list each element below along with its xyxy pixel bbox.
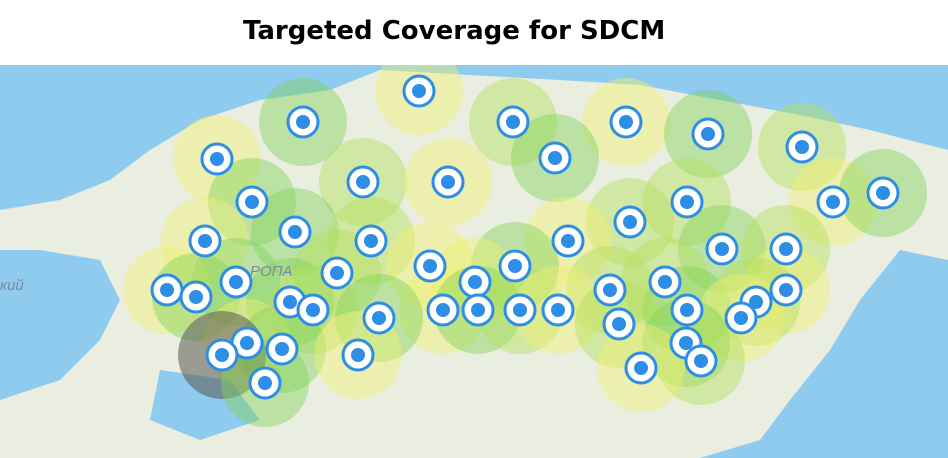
station-dot	[612, 317, 626, 331]
station-dot	[189, 290, 203, 304]
station-dot	[658, 275, 672, 289]
station-dot	[471, 303, 485, 317]
station-dot	[160, 283, 174, 297]
station-dot	[356, 175, 370, 189]
station-dot	[372, 311, 386, 325]
station-dot	[749, 295, 763, 309]
station-dot	[551, 303, 565, 317]
station-dot	[701, 127, 715, 141]
station-dot	[364, 234, 378, 248]
station-dot	[680, 303, 694, 317]
station-dot	[548, 151, 562, 165]
station-dot	[275, 342, 289, 356]
station-dot	[296, 115, 310, 129]
station-dot	[734, 311, 748, 325]
station-dot	[779, 283, 793, 297]
station-dot	[795, 140, 809, 154]
station-dot	[715, 242, 729, 256]
station-dot	[288, 225, 302, 239]
station-dot	[229, 275, 243, 289]
station-dot	[619, 115, 633, 129]
station-dot	[506, 115, 520, 129]
station-dot	[245, 195, 259, 209]
map: РОПА кий	[0, 65, 948, 458]
region-label: РОПА	[250, 263, 293, 280]
station-dot	[210, 152, 224, 166]
station-dot	[351, 348, 365, 362]
station-dot	[513, 303, 527, 317]
station-dot	[283, 295, 297, 309]
station-dot	[436, 303, 450, 317]
station-dot	[412, 84, 426, 98]
station-dot	[561, 234, 575, 248]
station-dot	[306, 303, 320, 317]
header: Targeted Coverage for SDCM	[0, 0, 948, 65]
station-dot	[258, 376, 272, 390]
station-dot	[240, 336, 254, 350]
station-dot	[826, 195, 840, 209]
station-dot	[468, 275, 482, 289]
station-dot	[603, 283, 617, 297]
title: Targeted Coverage for SDCM	[243, 16, 666, 46]
station-dot	[508, 259, 522, 273]
station-dot	[679, 336, 693, 350]
station-dot	[330, 266, 344, 280]
station-layer	[150, 74, 900, 400]
station-dot	[423, 259, 437, 273]
station-dot	[694, 354, 708, 368]
station-dot	[198, 234, 212, 248]
station-dot	[779, 242, 793, 256]
region-label: кий	[0, 277, 24, 294]
station-dot	[623, 215, 637, 229]
station-dot	[215, 348, 229, 362]
station-dot	[634, 361, 648, 375]
station-dot	[441, 175, 455, 189]
station-dot	[876, 186, 890, 200]
station-dot	[680, 195, 694, 209]
